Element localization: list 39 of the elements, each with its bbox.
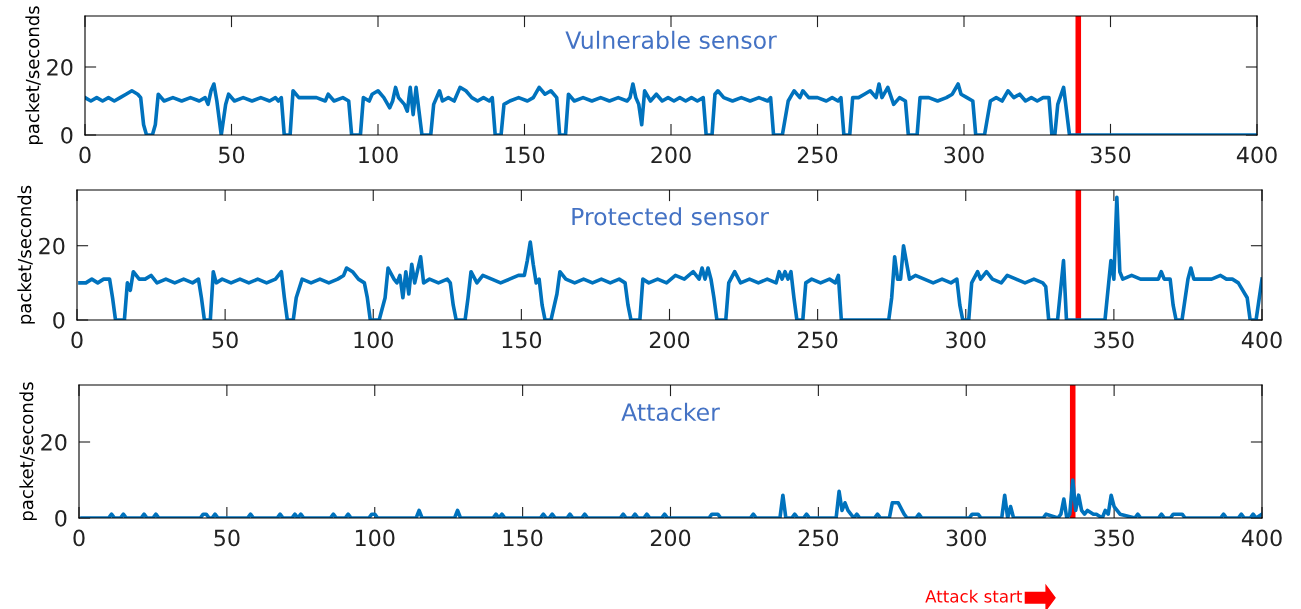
y-tick-label: 0 bbox=[61, 126, 73, 144]
x-tick-label: 150 bbox=[502, 331, 542, 349]
y-tick-label: 20 bbox=[41, 433, 67, 451]
x-tick-label: 350 bbox=[1090, 146, 1131, 164]
y-axis-title: packet/seconds bbox=[17, 185, 35, 324]
x-tick-label: 300 bbox=[946, 529, 986, 547]
text: Vulnerable sensor bbox=[565, 30, 777, 50]
x-tick-label: 250 bbox=[798, 331, 838, 349]
x-tick-label: 300 bbox=[946, 331, 986, 349]
y-tick-label: 20 bbox=[39, 237, 65, 255]
x-tick-label: 100 bbox=[354, 331, 393, 349]
x-tick-label: 100 bbox=[359, 146, 398, 164]
y-axis-title: packet/seconds bbox=[25, 6, 43, 145]
x-tick-label: 200 bbox=[650, 529, 691, 547]
y-axis-title: packet/seconds bbox=[19, 382, 37, 521]
x-tick-label: 0 bbox=[79, 146, 91, 164]
x-tick-label: 400 bbox=[1236, 146, 1277, 164]
y-tick-label: 0 bbox=[53, 311, 65, 329]
x-tick-label: 300 bbox=[944, 146, 984, 164]
x-tick-label: 250 bbox=[797, 146, 838, 164]
x-tick-label: 200 bbox=[651, 146, 691, 164]
text: Attack start bbox=[925, 589, 1023, 603]
y-tick-label: 20 bbox=[47, 58, 73, 76]
y-tick-label: 0 bbox=[55, 509, 67, 527]
x-tick-label: 400 bbox=[1241, 529, 1282, 547]
x-tick-label: 150 bbox=[505, 146, 545, 164]
text: Protected sensor bbox=[572, 207, 769, 226]
x-tick-label: 50 bbox=[214, 529, 240, 547]
x-tick-label: 400 bbox=[1241, 331, 1282, 349]
x-tick-label: 150 bbox=[503, 529, 543, 547]
x-tick-label: 50 bbox=[212, 331, 238, 349]
x-tick-label: 50 bbox=[219, 146, 245, 164]
x-tick-label: 250 bbox=[798, 529, 839, 547]
text: Attacker bbox=[621, 402, 720, 422]
x-tick-label: 0 bbox=[73, 529, 85, 547]
x-tick-label: 350 bbox=[1094, 529, 1134, 547]
x-tick-label: 350 bbox=[1094, 331, 1134, 349]
x-tick-label: 200 bbox=[649, 331, 690, 349]
x-tick-label: 100 bbox=[355, 529, 395, 547]
